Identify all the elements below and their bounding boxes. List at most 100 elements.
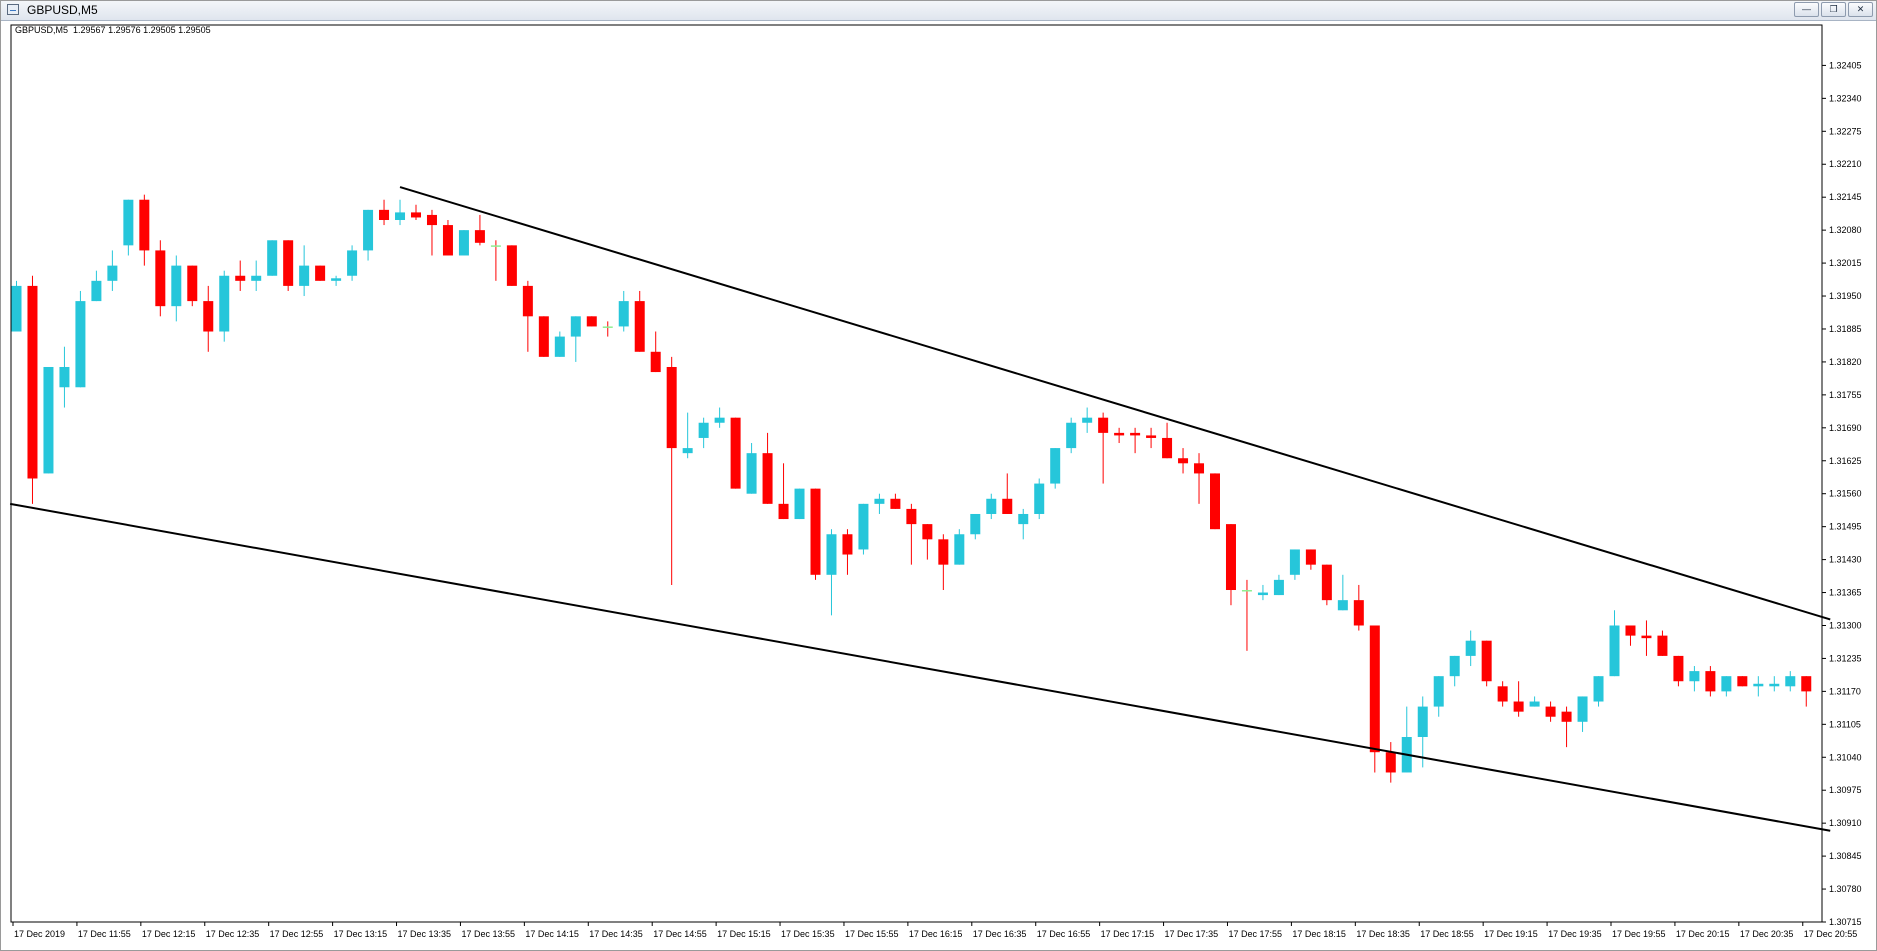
restore-icon[interactable]: ❐	[1821, 2, 1846, 17]
candle-body[interactable]	[1257, 592, 1268, 596]
candle-body[interactable]	[458, 230, 469, 256]
candle-body[interactable]	[11, 285, 22, 332]
title-bar[interactable]: GBPUSD,M5 — ❐ ✕	[1, 1, 1876, 21]
candle-body[interactable]	[842, 534, 853, 555]
candle-body[interactable]	[442, 225, 453, 256]
candle-body[interactable]	[1305, 549, 1316, 565]
candle-body[interactable]	[315, 265, 326, 281]
candle-body[interactable]	[426, 214, 437, 226]
candle-body[interactable]	[1417, 706, 1428, 737]
candle-body[interactable]	[1050, 448, 1061, 484]
candle-body[interactable]	[538, 316, 549, 357]
candle-body[interactable]	[347, 250, 358, 276]
candle-body[interactable]	[1721, 676, 1732, 692]
candle-body[interactable]	[1066, 422, 1077, 449]
candle-body[interactable]	[1689, 671, 1700, 682]
candle-body[interactable]	[1513, 701, 1524, 712]
candle-body[interactable]	[970, 513, 981, 535]
candle-body[interactable]	[1593, 676, 1604, 702]
trendline-upper-resistance[interactable]	[399, 186, 1831, 621]
candle-body[interactable]	[922, 524, 933, 540]
candle-body[interactable]	[251, 275, 262, 281]
candle-body[interactable]	[1321, 564, 1332, 601]
candle-body[interactable]	[1481, 640, 1492, 682]
candle-body[interactable]	[666, 366, 677, 449]
candle-body[interactable]	[522, 285, 533, 317]
candle-body[interactable]	[746, 453, 757, 494]
candle-body[interactable]	[634, 301, 645, 352]
candle-body[interactable]	[1385, 752, 1396, 773]
candle-body[interactable]	[1705, 671, 1716, 692]
candle-body[interactable]	[1146, 435, 1157, 438]
candle-body[interactable]	[1369, 625, 1380, 753]
candle-body[interactable]	[267, 240, 278, 276]
candle-body[interactable]	[490, 245, 501, 247]
candle-body[interactable]	[650, 351, 661, 373]
candle-body[interactable]	[1130, 432, 1141, 436]
candle-body[interactable]	[75, 301, 86, 388]
candle-body[interactable]	[1625, 625, 1636, 636]
candlestick-chart[interactable]: 1.32405 1.32340 1.32275 1.32210 1.32145 1.320…	[1, 20, 1876, 950]
candle-body[interactable]	[107, 265, 118, 281]
candle-body[interactable]	[506, 245, 517, 286]
candle-body[interactable]	[1210, 473, 1220, 530]
candle-body[interactable]	[858, 503, 869, 550]
candle-body[interactable]	[874, 498, 885, 504]
candle-body[interactable]	[395, 212, 406, 221]
candle-body[interactable]	[379, 209, 390, 221]
candle-body[interactable]	[27, 285, 38, 479]
candle-body[interactable]	[1162, 437, 1173, 459]
candle-body[interactable]	[554, 336, 565, 357]
candle-body[interactable]	[363, 209, 374, 251]
candle-body[interactable]	[1529, 701, 1540, 707]
candle-body[interactable]	[1002, 498, 1013, 514]
candle-body[interactable]	[219, 275, 230, 332]
candle-body[interactable]	[187, 265, 198, 302]
candle-body[interactable]	[618, 301, 629, 327]
candle-body[interactable]	[331, 278, 342, 281]
candle-body[interactable]	[283, 240, 294, 286]
candle-body[interactable]	[299, 265, 310, 286]
candle-body[interactable]	[762, 453, 773, 504]
candle-body[interactable]	[1241, 590, 1252, 592]
candle-body[interactable]	[1641, 635, 1652, 639]
plot-area[interactable]	[10, 24, 1823, 923]
candle-body[interactable]	[810, 488, 821, 575]
candle-body[interactable]	[1801, 676, 1812, 692]
candle-body[interactable]	[411, 212, 421, 218]
candle-body[interactable]	[714, 417, 725, 423]
candle-body[interactable]	[1194, 463, 1205, 474]
candle-body[interactable]	[1225, 524, 1236, 591]
candle-body[interactable]	[1657, 635, 1668, 656]
candle-body[interactable]	[1577, 696, 1588, 722]
candle-body[interactable]	[1114, 432, 1125, 436]
candle-body[interactable]	[1737, 676, 1748, 687]
candle-body[interactable]	[954, 534, 965, 565]
candle-body[interactable]	[1337, 600, 1348, 611]
candle-body[interactable]	[890, 498, 901, 509]
candle-body[interactable]	[730, 417, 741, 489]
candle-body[interactable]	[1289, 549, 1300, 575]
candle-body[interactable]	[1545, 706, 1556, 717]
candle-body[interactable]	[43, 366, 54, 474]
candle-body[interactable]	[1082, 417, 1093, 423]
candle-body[interactable]	[1178, 458, 1189, 464]
candle-body[interactable]	[1034, 483, 1045, 514]
candle-body[interactable]	[91, 280, 102, 302]
candle-body[interactable]	[794, 488, 805, 520]
candle-body[interactable]	[203, 301, 214, 332]
candle-body[interactable]	[235, 275, 246, 281]
candle-body[interactable]	[1449, 655, 1460, 677]
candle-body[interactable]	[906, 508, 917, 525]
candle-body[interactable]	[474, 230, 485, 243]
candle-body[interactable]	[1273, 579, 1284, 596]
candle-body[interactable]	[1609, 625, 1620, 677]
candle-body[interactable]	[826, 534, 837, 575]
candle-body[interactable]	[123, 199, 134, 246]
candle-body[interactable]	[1497, 686, 1508, 702]
candle-body[interactable]	[1673, 655, 1684, 682]
candle-body[interactable]	[1433, 676, 1444, 707]
minimize-icon[interactable]: —	[1794, 2, 1819, 17]
candle-body[interactable]	[938, 539, 949, 565]
candle-body[interactable]	[602, 326, 613, 328]
